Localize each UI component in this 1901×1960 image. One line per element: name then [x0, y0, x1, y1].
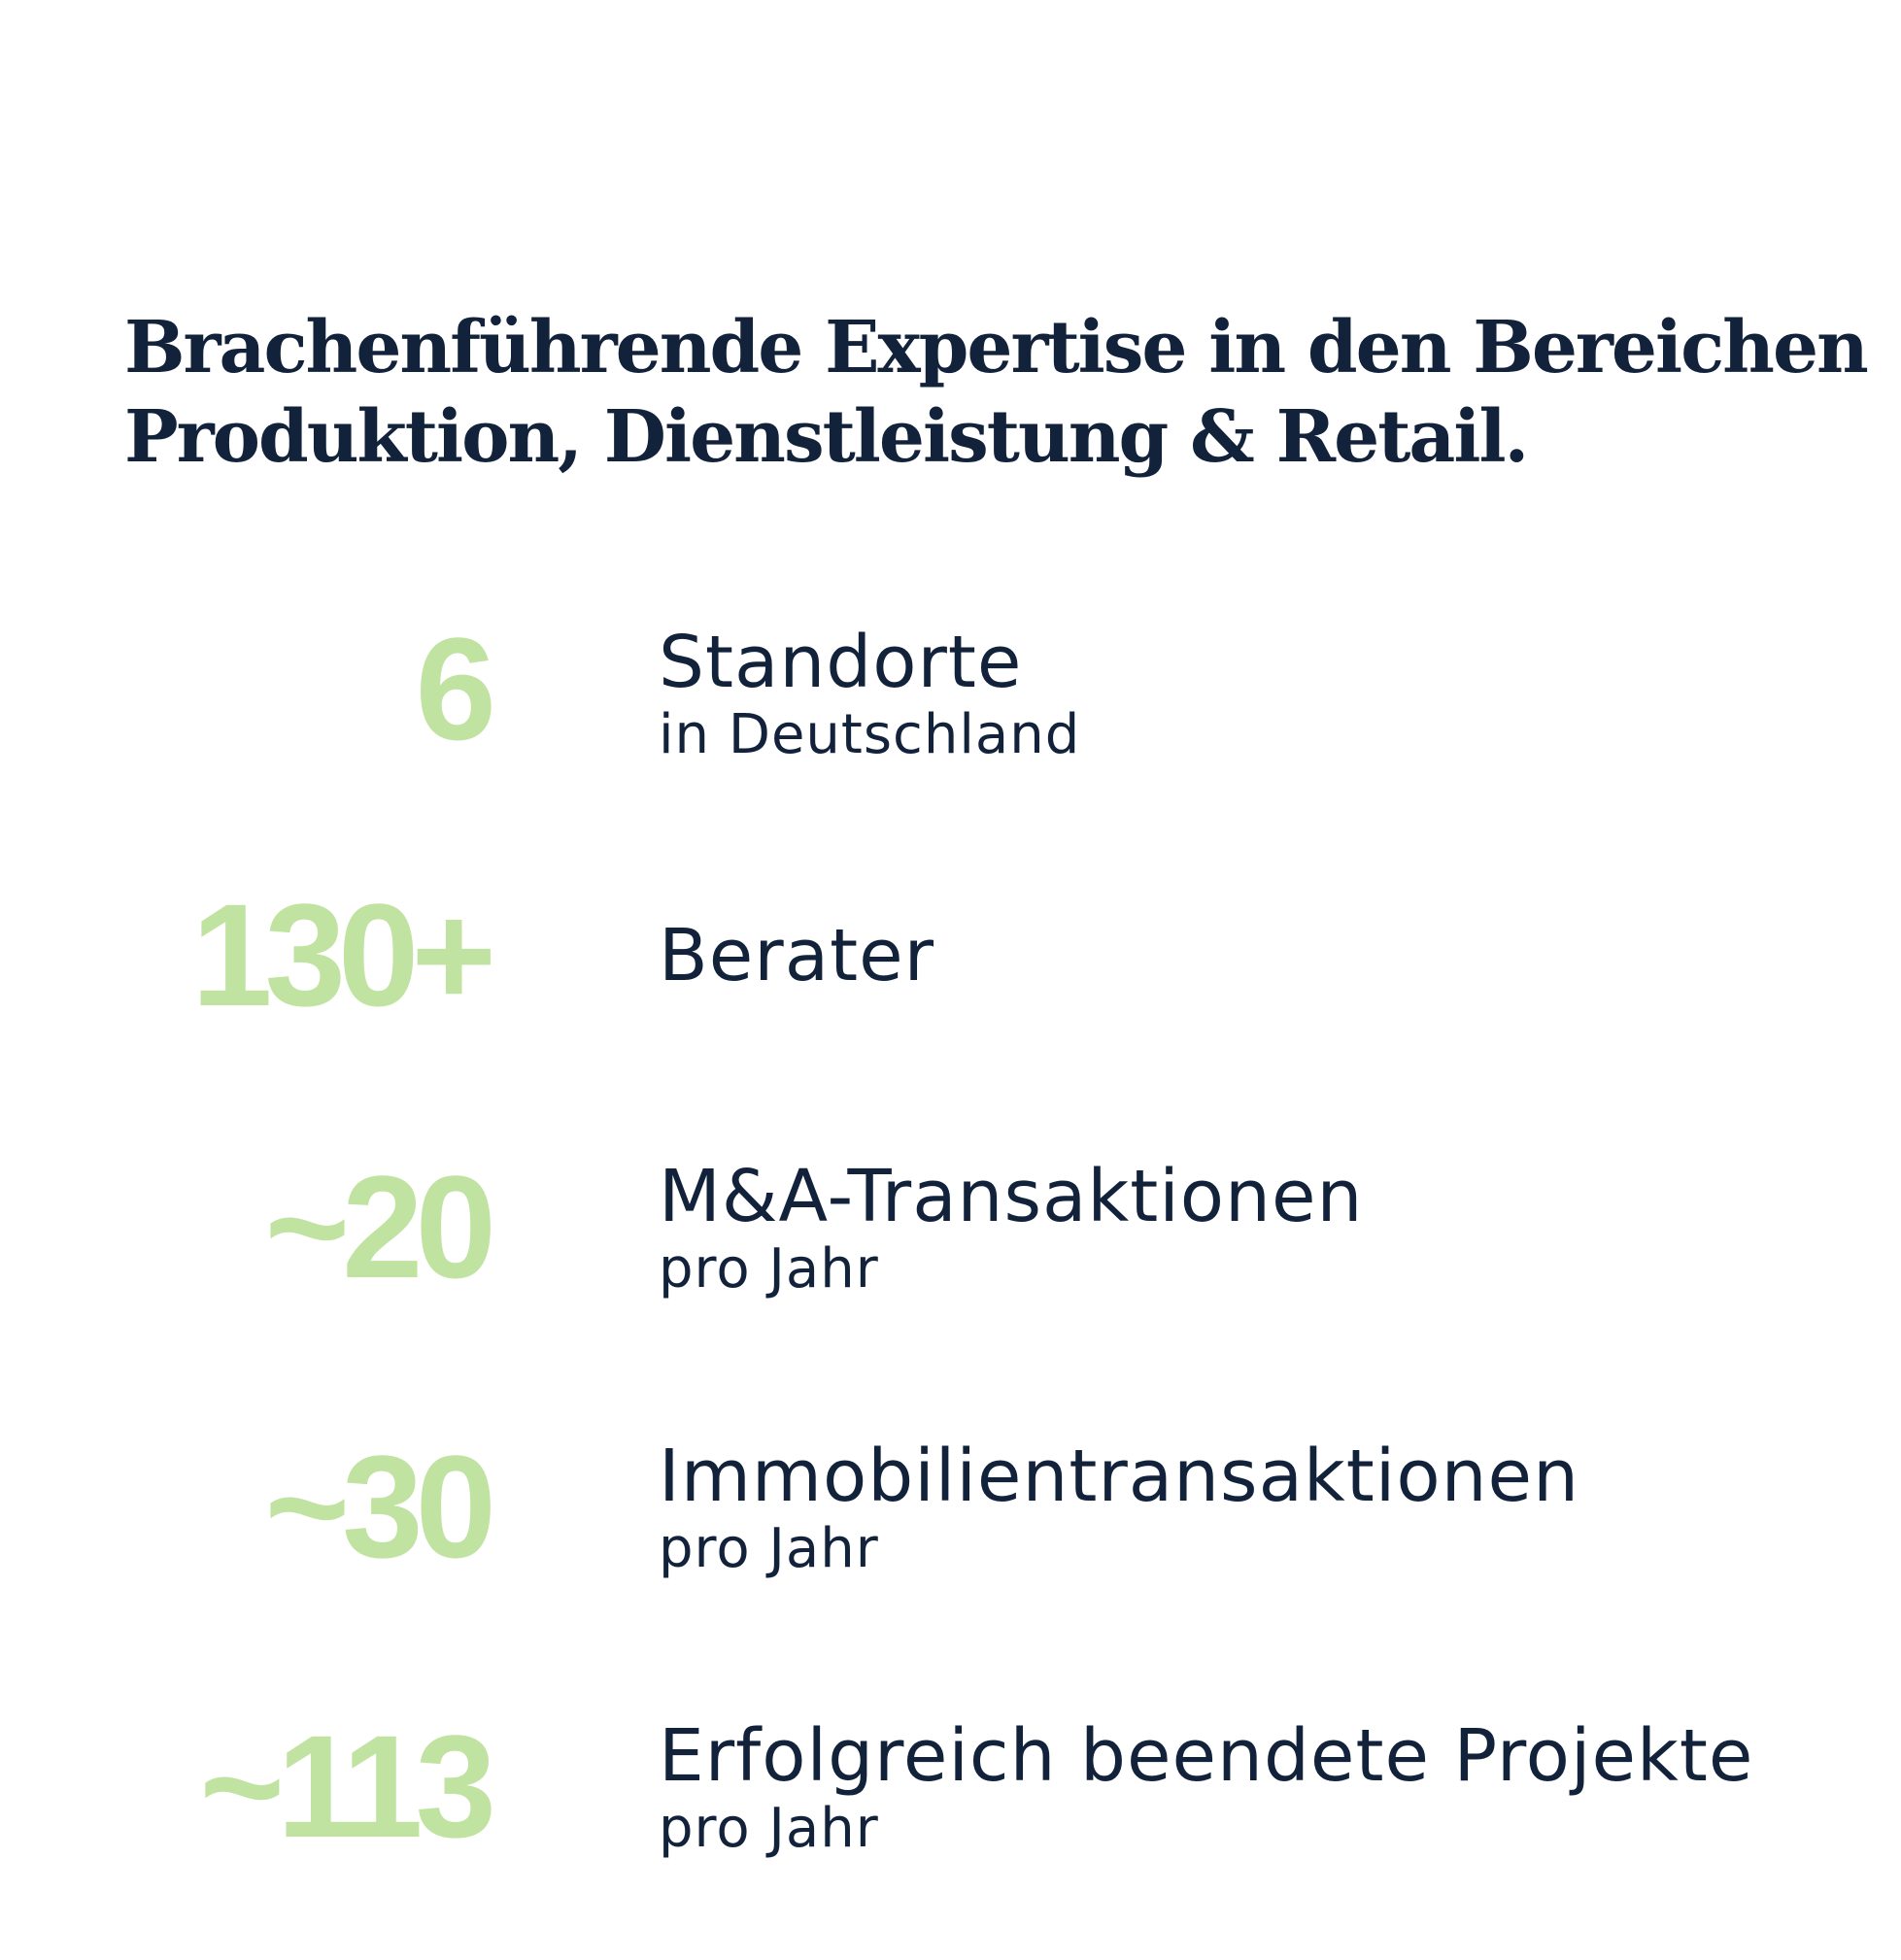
stat-text: Erfolgreich beendete Projekte pro Jahr: [659, 1715, 1753, 1861]
stat-text: M&A-Transaktionen pro Jahr: [659, 1156, 1363, 1301]
stat-subtitle: pro Jahr: [659, 1237, 879, 1301]
stat-subtitle: pro Jahr: [659, 1517, 879, 1580]
stat-text: Immobilientransaktionen pro Jahr: [659, 1436, 1579, 1581]
stat-title: M&A-Transaktionen: [659, 1155, 1364, 1238]
stat-number: ~30: [264, 1425, 496, 1588]
stat-subtitle: pro Jahr: [659, 1797, 879, 1860]
stat-text: Berater: [659, 915, 934, 997]
headline-line-1: Brachenführende Expertise in den Bereich…: [124, 306, 1869, 389]
stat-title: Berater: [659, 914, 935, 997]
stat-number: 6: [415, 607, 496, 770]
stat-number: ~113: [199, 1705, 496, 1868]
stat-title: Standorte: [659, 621, 1023, 704]
stat-row-projects: ~113 Erfolgreich beendete Projekte pro J…: [0, 1713, 1901, 1908]
stat-number: 130+: [191, 873, 496, 1036]
stat-subtitle: in Deutschland: [659, 703, 1081, 766]
page-title: Brachenführende Expertise in den Bereich…: [124, 303, 1869, 482]
stat-row-consultants: 130+ Berater: [0, 882, 1901, 1076]
stat-title: Immobilientransaktionen: [659, 1435, 1579, 1518]
stat-text: Standorte in Deutschland: [659, 622, 1080, 767]
stat-row-real-estate: ~30 Immobilientransaktionen pro Jahr: [0, 1434, 1901, 1628]
stat-title: Erfolgreich beendete Projekte: [659, 1714, 1754, 1798]
headline-line-2: Produktion, Dienstleistung & Retail.: [124, 395, 1529, 479]
stat-number: ~20: [264, 1145, 496, 1308]
stat-row-locations: 6 Standorte in Deutschland: [0, 616, 1901, 810]
stat-row-mna: ~20 M&A-Transaktionen pro Jahr: [0, 1154, 1901, 1348]
